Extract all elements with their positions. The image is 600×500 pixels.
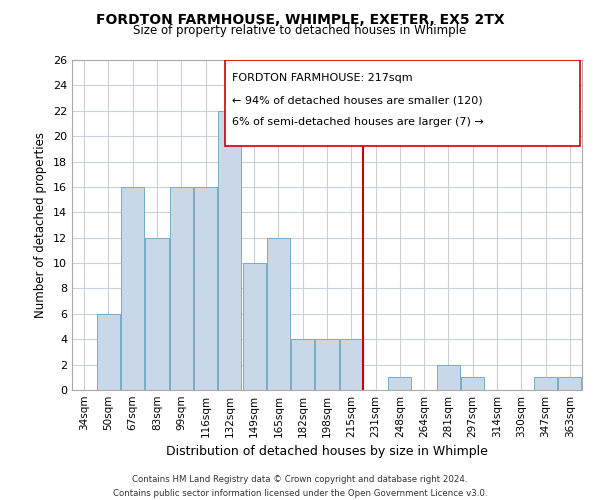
Y-axis label: Number of detached properties: Number of detached properties xyxy=(34,132,47,318)
Text: 6% of semi-detached houses are larger (7) →: 6% of semi-detached houses are larger (7… xyxy=(232,117,484,127)
Bar xyxy=(291,339,314,390)
Bar xyxy=(316,339,338,390)
Text: ← 94% of detached houses are smaller (120): ← 94% of detached houses are smaller (12… xyxy=(232,96,483,106)
Bar xyxy=(218,111,241,390)
Bar xyxy=(242,263,266,390)
Bar xyxy=(121,187,144,390)
Bar xyxy=(340,339,363,390)
Bar xyxy=(194,187,217,390)
Bar xyxy=(97,314,120,390)
Bar xyxy=(170,187,193,390)
Text: FORDTON FARMHOUSE: 217sqm: FORDTON FARMHOUSE: 217sqm xyxy=(232,72,413,83)
Bar xyxy=(437,364,460,390)
X-axis label: Distribution of detached houses by size in Whimple: Distribution of detached houses by size … xyxy=(166,446,488,458)
Bar xyxy=(534,378,557,390)
Bar xyxy=(225,60,580,146)
Bar xyxy=(388,378,412,390)
Bar xyxy=(267,238,290,390)
Text: Contains HM Land Registry data © Crown copyright and database right 2024.
Contai: Contains HM Land Registry data © Crown c… xyxy=(113,476,487,498)
Bar xyxy=(145,238,169,390)
Text: FORDTON FARMHOUSE, WHIMPLE, EXETER, EX5 2TX: FORDTON FARMHOUSE, WHIMPLE, EXETER, EX5 … xyxy=(95,12,505,26)
Bar xyxy=(461,378,484,390)
Text: Size of property relative to detached houses in Whimple: Size of property relative to detached ho… xyxy=(133,24,467,37)
Bar xyxy=(559,378,581,390)
